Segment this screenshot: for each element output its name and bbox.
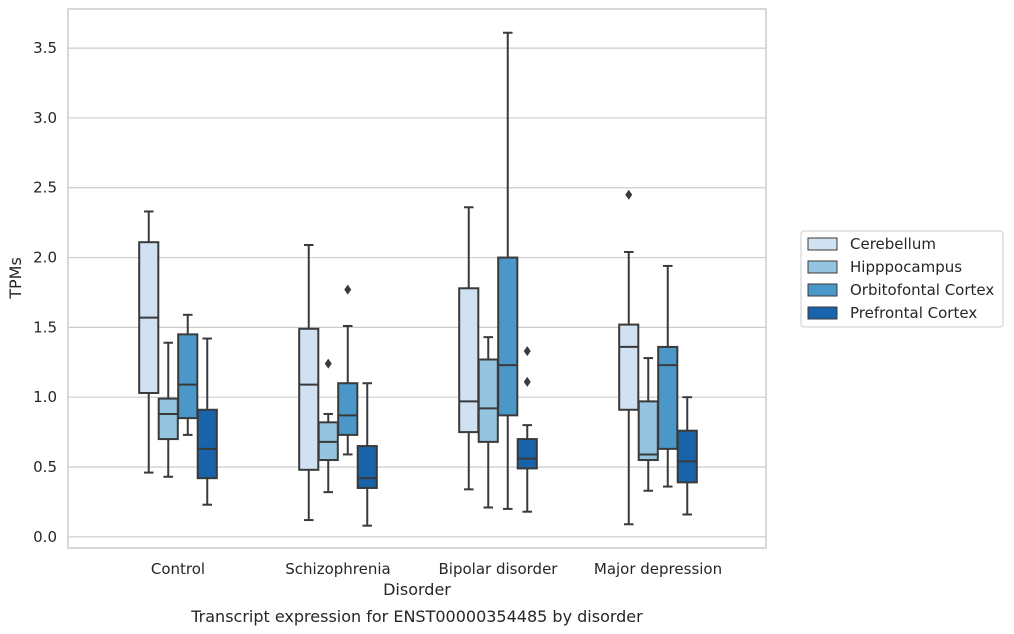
box-body <box>157 397 179 441</box>
legend: Cerebellum Hipppocampus Orbitofontal Corte… <box>800 230 1004 328</box>
legend-label: Orbitofontal Cortex <box>850 281 994 299</box>
plot-area <box>138 31 698 527</box>
legend-item: Orbitofontal Cortex <box>807 281 994 299</box>
legend-frame <box>800 230 1004 328</box>
y-tick-label: 0.5 <box>33 458 57 476</box>
outlier-point <box>523 346 531 357</box>
legend-label: Hipppocampus <box>850 258 962 276</box>
box-body <box>356 445 378 489</box>
box-body <box>196 408 218 480</box>
x-axis-ticks: Control Schizophrenia Bipolar disorder Majo… <box>151 560 722 578</box>
box-body <box>298 327 320 471</box>
y-tick-label: 1.0 <box>33 388 57 406</box>
box-hipppocampus-0 <box>157 341 179 478</box>
box-body <box>618 323 640 411</box>
box-orbitofontal-cortex-3 <box>657 264 679 488</box>
box-body <box>458 287 480 434</box>
box-prefrontal-cortex-3 <box>676 396 698 516</box>
box-body <box>497 256 519 417</box>
box-orbitofontal-cortex-1 <box>337 284 359 456</box>
box-prefrontal-cortex-2 <box>516 346 538 513</box>
x-tick-label: Major depression <box>594 560 722 578</box>
y-tick-label: 1.5 <box>33 318 57 336</box>
legend-item: Prefrontal Cortex <box>807 304 977 322</box>
box-cerebellum-1 <box>298 243 320 522</box>
box-body <box>177 333 199 420</box>
x-axis-label: Disorder <box>383 580 451 599</box>
box-cerebellum-3 <box>618 189 640 526</box>
legend-label: Prefrontal Cortex <box>850 304 977 322</box>
outlier-point <box>625 189 633 200</box>
legend-swatch <box>807 237 838 251</box>
y-tick-label: 2.0 <box>33 249 57 267</box>
legend-label: Cerebellum <box>850 235 936 253</box>
y-axis-label: TPMs <box>6 257 25 300</box>
box-prefrontal-cortex-1 <box>356 382 378 527</box>
box-body <box>516 438 538 470</box>
box-body <box>657 345 679 450</box>
box-body <box>637 400 659 462</box>
legend-swatch <box>807 283 838 297</box>
box-orbitofontal-cortex-2 <box>497 31 519 510</box>
box-prefrontal-cortex-0 <box>196 337 218 506</box>
box-hipppocampus-3 <box>637 357 659 492</box>
y-tick-label: 3.5 <box>33 39 57 57</box>
box-hipppocampus-1 <box>317 358 339 494</box>
y-tick-label: 0.0 <box>33 528 57 546</box>
legend-swatch <box>807 306 838 320</box>
box-hipppocampus-2 <box>477 336 499 509</box>
gridlines <box>68 47 766 538</box>
box-body <box>337 382 359 436</box>
chart-caption: Transcript expression for ENST0000035448… <box>190 607 643 626</box>
box-cerebellum-2 <box>458 206 480 491</box>
outlier-point <box>324 358 332 369</box>
legend-item: Cerebellum <box>807 235 936 253</box>
x-tick-label: Bipolar disorder <box>439 560 559 578</box>
box-body <box>477 358 499 443</box>
y-axis-ticks: 0.0 0.5 1.0 1.5 2.0 2.5 3.0 3.5 <box>33 39 57 546</box>
y-tick-label: 3.0 <box>33 109 57 127</box>
legend-item: Hipppocampus <box>807 258 962 276</box>
box-cerebellum-0 <box>138 210 160 474</box>
x-tick-label: Control <box>151 560 205 578</box>
x-tick-label: Schizophrenia <box>285 560 390 578</box>
box-orbitofontal-cortex-0 <box>177 313 199 436</box>
axes-frame <box>67 8 767 549</box>
y-tick-label: 2.5 <box>33 179 57 197</box>
outlier-point <box>523 376 531 387</box>
outlier-point <box>344 284 352 295</box>
box-body <box>676 429 698 484</box>
legend-swatch <box>807 260 838 274</box>
